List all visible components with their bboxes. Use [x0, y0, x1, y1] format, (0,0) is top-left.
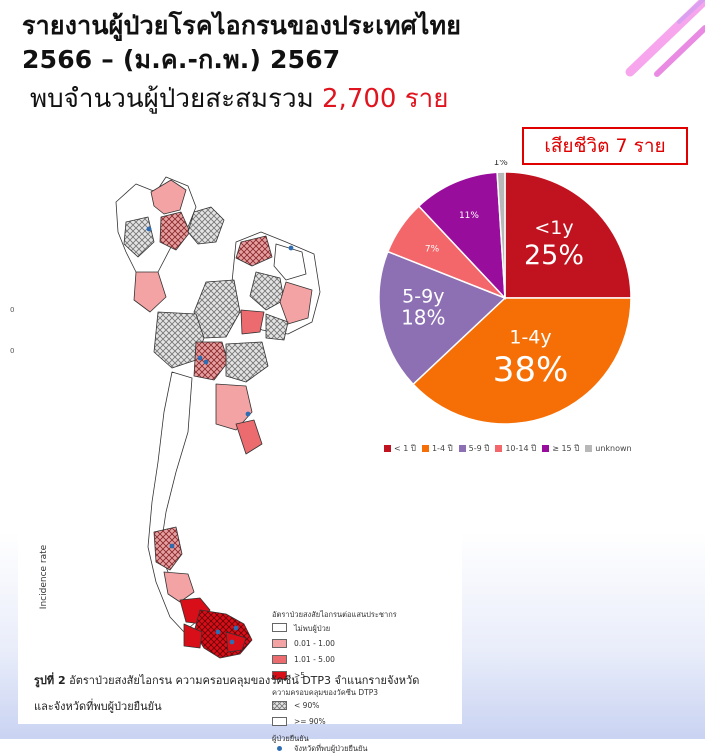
legend-swatch-low: [272, 639, 287, 648]
pie-label-percent-lt1: 25%: [524, 240, 584, 271]
legend-swatch-mid: [272, 655, 287, 664]
pie-label-percent-y5_9: 18%: [401, 306, 445, 330]
decorative-stripes: [625, 0, 705, 77]
pie-legend-label-gt15: ≥ 15 ปี: [552, 444, 580, 453]
pie-slice-lt1: [504, 171, 632, 299]
pie-legend-label-unknown: unknown: [595, 444, 632, 453]
map-legend-coverage-title: ความครอบคลุมของวัคซีน DTP3: [272, 688, 379, 697]
pie-legend-swatch-y10_14: [495, 445, 503, 452]
pie-legend-label-lt1: < 1 ปี: [394, 444, 416, 453]
pie-legend-swatch-unknown: [585, 445, 593, 452]
legend-label-coverage-low: < 90%: [294, 701, 320, 710]
legend-swatch-hatch: [272, 701, 287, 710]
legend-label-none: ไม่พบผู้ป่วย: [294, 624, 331, 633]
axis-fragment: 0: [10, 306, 15, 314]
legend-label-low: 0.01 - 1.00: [294, 639, 335, 648]
map-figure-panel: 0 0 Incidence rate: [10, 142, 462, 753]
pie-label-percent-y1_4: 38%: [493, 350, 569, 390]
pie-legend: < 1 ปี 1-4 ปี 5-9 ปี 10-14 ปี ≥ 15 ปี unknown: [384, 442, 638, 455]
pie-legend-swatch-lt1: [384, 445, 391, 452]
caption-line-1: อัตราป่วยสงสัยไอกรน ความครอบคลุมของวัคซี…: [69, 674, 420, 687]
legend-swatch-coverage-high: [272, 717, 287, 726]
legend-label-coverage-high: >= 90%: [294, 717, 326, 726]
pie-legend-item-y5_9: 5-9 ปี: [458, 442, 490, 455]
pie-legend-label-y5_9: 5-9 ปี: [468, 444, 490, 453]
pie-legend-swatch-gt15: [542, 445, 550, 452]
pie-legend-item-unknown: unknown: [585, 444, 632, 453]
axis-fragment: 0: [10, 347, 15, 355]
total-cases-line: พบจำนวนผู้ป่วยสะสมรวม 2,700 ราย: [30, 78, 449, 119]
legend-label-high: >5: [294, 671, 306, 680]
deaths-callout: เสียชีวิต 7 ราย: [522, 127, 688, 165]
pie-label-percent-y10_14: 7%: [425, 245, 440, 255]
total-cases-value: 2,700 ราย: [322, 84, 449, 114]
pie-slice-unknown: [496, 171, 506, 299]
pie-label-percent-unknown: 1%: [494, 160, 509, 168]
page-title-line-2: 2566 – (ม.ค.-ก.พ.) 2567: [22, 45, 341, 74]
legend-label-mid: 1.01 - 5.00: [294, 655, 335, 664]
pie-label-group-y5_9: 5-9y: [402, 286, 444, 308]
pie-slice-gt15: [417, 171, 506, 301]
map-legend-rate-title: อัตราป่วยสงสัยไอกรนต่อแสนประชากร: [272, 610, 397, 619]
pie-legend-swatch-y1_4: [421, 445, 429, 452]
pie-label-group-lt1: <1y: [534, 217, 573, 239]
pie-label-group-y1_4: 1-4y: [509, 327, 551, 349]
incidence-rate-axis-label: Incidence rate: [39, 544, 50, 610]
pie-slice-y1_4: [412, 297, 632, 425]
total-cases-prefix: พบจำนวนผู้ป่วยสะสมรวม: [30, 84, 314, 114]
pie-label-percent-gt15: 11%: [459, 211, 479, 221]
pie-legend-item-lt1: < 1 ปี: [384, 442, 416, 455]
figure-caption: รูปที่ 2 อัตราป่วยสงสัยไอกรน ความครอบคลุ…: [34, 668, 454, 720]
pie-legend-label-y10_14: 10-14 ปี: [505, 444, 537, 453]
page-title-line-1: รายงานผู้ป่วยโรคไอกรนของประเทศไทย: [22, 11, 462, 40]
pie-legend-item-y1_4: 1-4 ปี: [421, 442, 453, 455]
pie-legend-label-y1_4: 1-4 ปี: [431, 444, 453, 453]
legend-swatch-none: [272, 623, 287, 632]
caption-figure-number: รูปที่ 2: [34, 674, 66, 687]
pie-legend-item-y10_14: 10-14 ปี: [495, 442, 536, 455]
caption-line-2: และจังหวัดที่พบผู้ป่วยยืนยัน: [34, 700, 162, 713]
thailand-province-map: [115, 176, 321, 659]
pie-legend-swatch-y5_9: [458, 445, 466, 452]
legend-dot-icon: [277, 746, 282, 751]
legend-swatch-high: [272, 671, 287, 680]
pie-legend-item-gt15: ≥ 15 ปี: [542, 442, 579, 455]
pie-slice-y5_9: [378, 250, 507, 386]
legend-label-confirmed: จังหวัดที่พบผู้ป่วยยืนยัน: [294, 744, 368, 753]
